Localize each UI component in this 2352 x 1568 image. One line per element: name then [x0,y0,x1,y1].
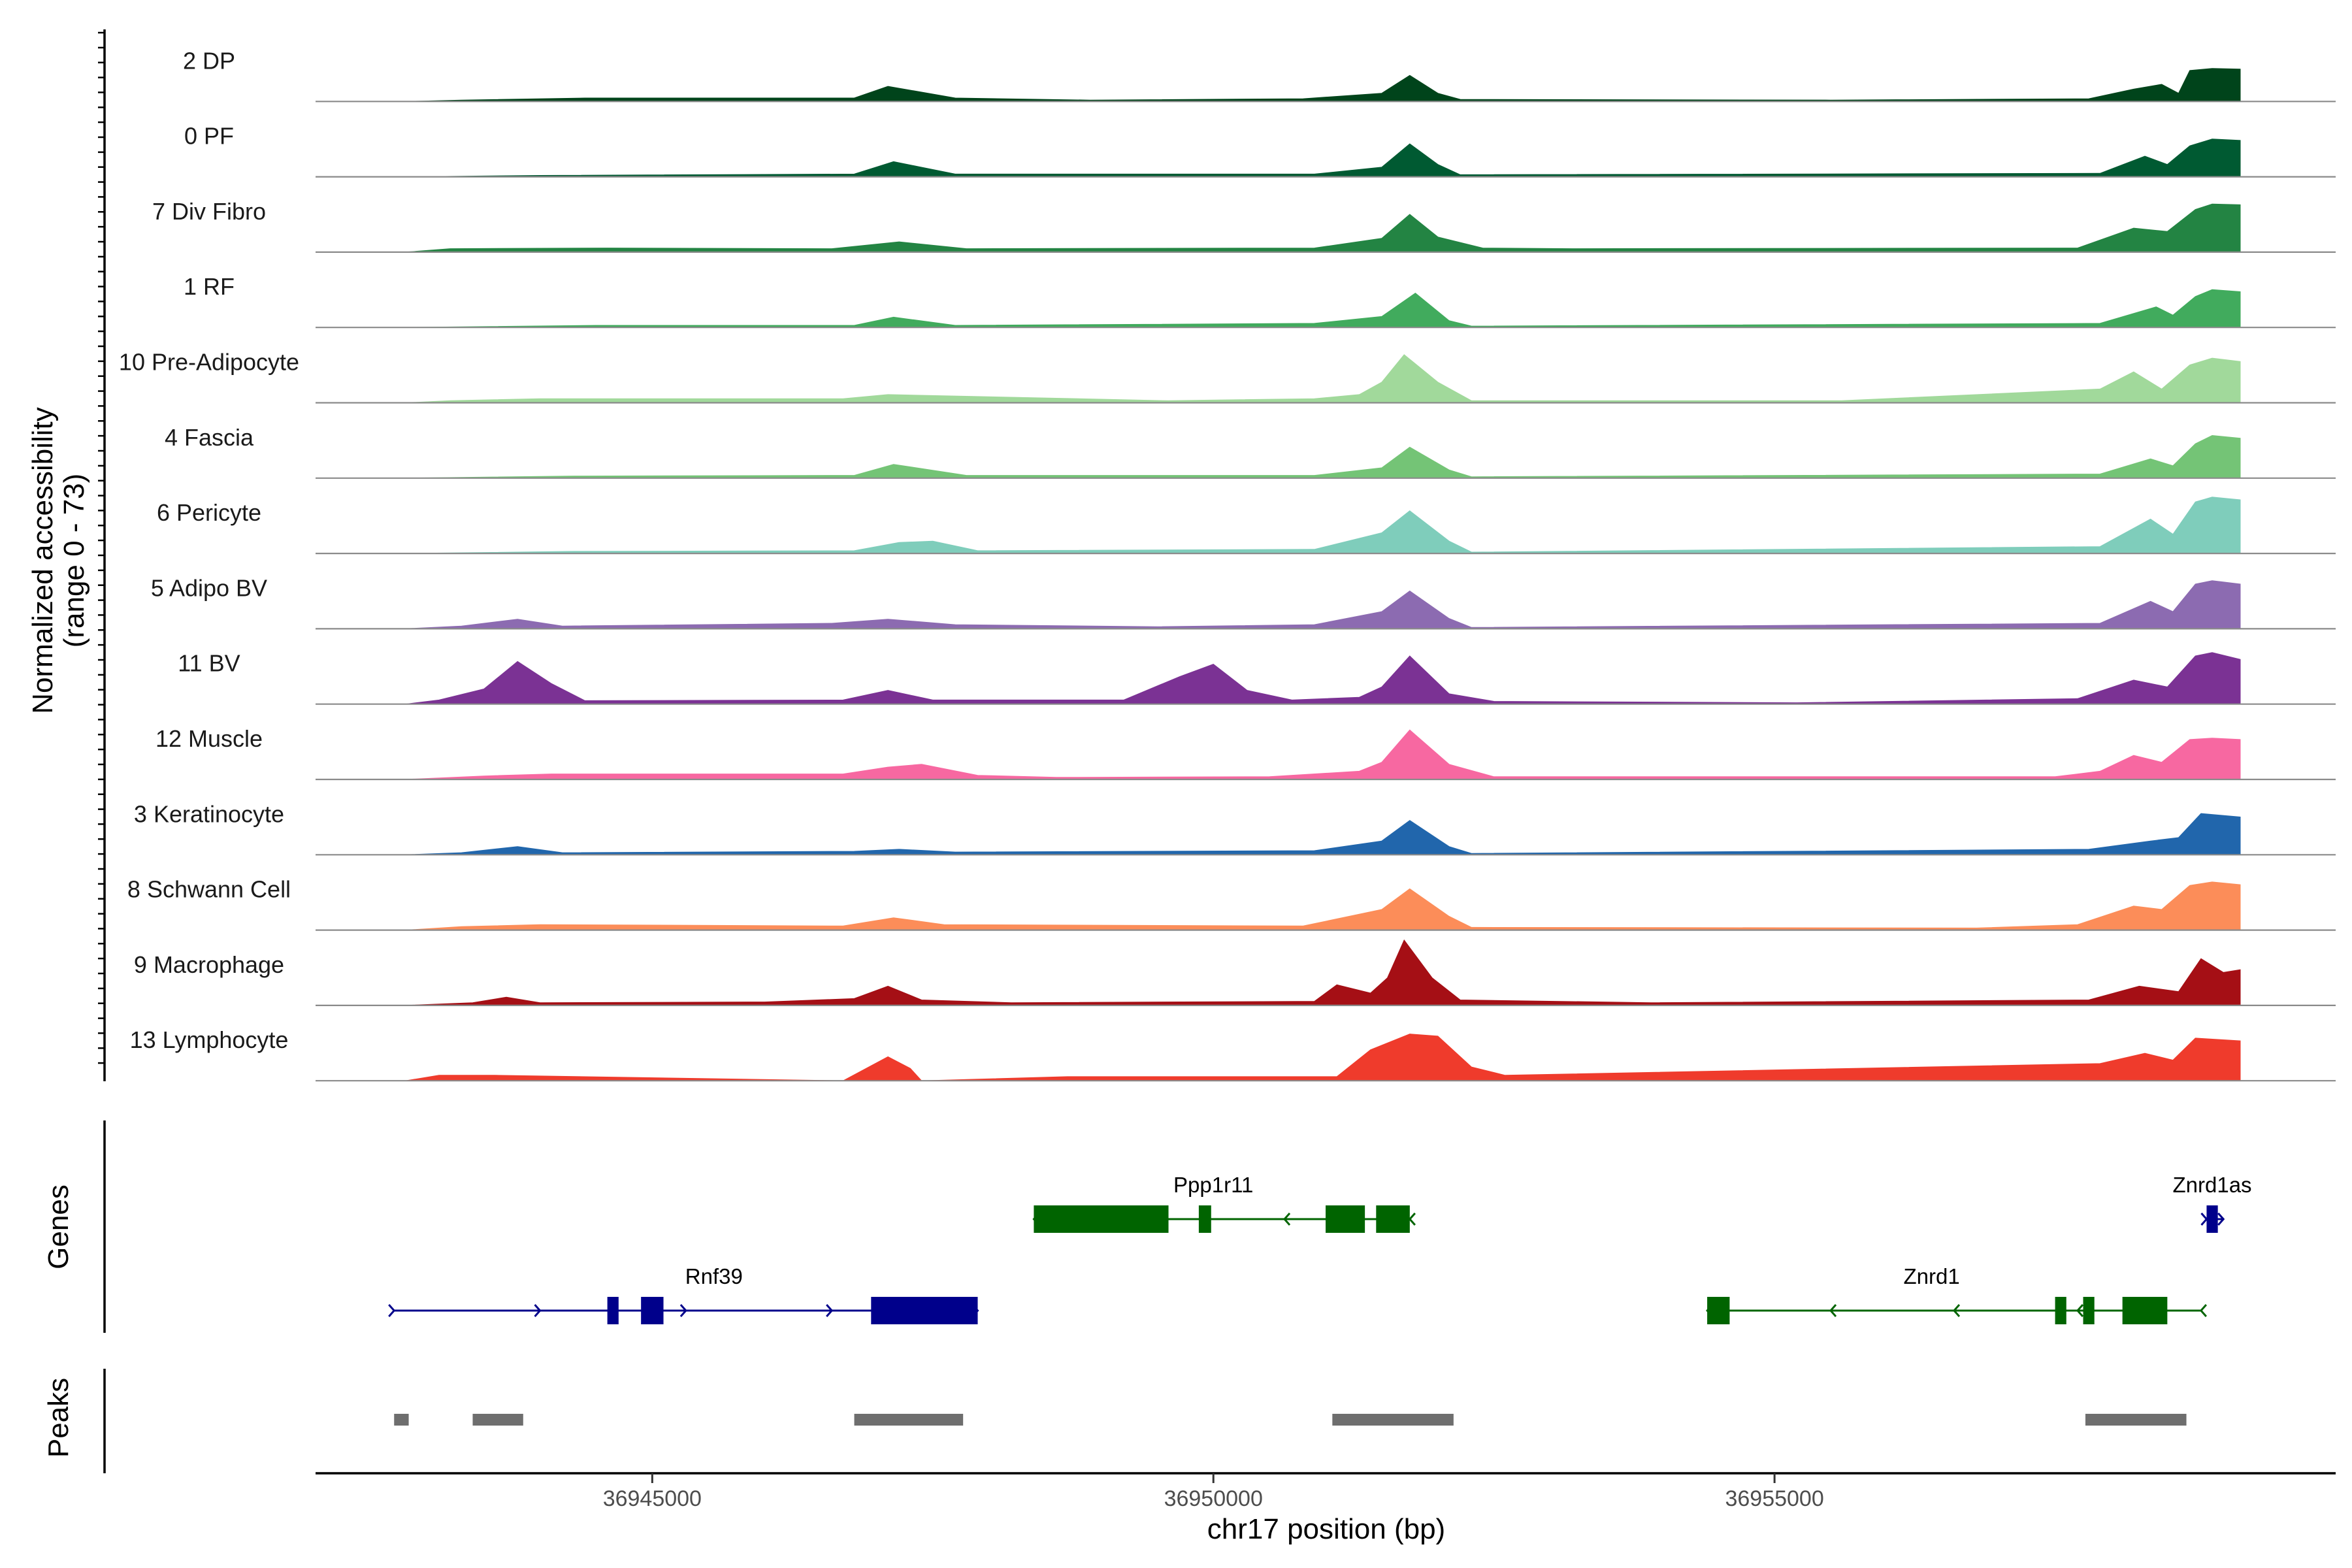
gene-exon [1376,1205,1410,1233]
coverage-area [405,139,2241,178]
strand-arrow [2217,1213,2225,1226]
track-5: 10 Pre-Adipocyte [119,349,2336,404]
track-13: 9 Macrophage [134,939,2336,1007]
strand-arrow [2200,1213,2208,1226]
coverage-area [405,729,2241,780]
track-label: 10 Pre-Adipocyte [119,349,299,376]
coverage-tracks: 2 DP 0 PF 7 Div Fibro 1 RF 10 Pre-Adipocyte 4… [119,47,2336,1082]
track-3: 7 Div Fibro [152,198,2336,253]
track-label: 12 Muscle [155,725,263,752]
track-10: 12 Muscle [155,725,2336,781]
track-label: 11 BV [178,650,240,677]
y-axis-label-line1: Normalized accessibility [27,407,59,713]
gene-znrd1as: Znrd1as [2173,1173,2252,1233]
track-2: 0 PF [184,123,2336,178]
track-label: 2 DP [183,47,235,74]
peak-bar [2085,1414,2187,1426]
track-label: 7 Div Fibro [152,198,266,225]
coverage-area [405,203,2241,253]
coverage-area [405,497,2241,554]
track-label: 8 Schwann Cell [127,876,291,903]
gene-label: Rnf39 [685,1264,743,1288]
axes: 36945000 36950000 36955000 [98,29,2336,1511]
gene-exon [2122,1297,2168,1324]
x-axis-label: chr17 position (bp) [1207,1513,1445,1545]
track-12: 8 Schwann Cell [127,876,2336,931]
gene-rnf39: Rnf39 [388,1264,979,1324]
strand-arrow [679,1304,687,1317]
peak-bar [1332,1414,1454,1426]
coverage-area [405,813,2241,855]
strand-arrow [2199,1304,2207,1317]
strand-arrow [2076,1304,2084,1317]
track-label: 9 Macrophage [134,951,284,978]
track-9: 11 BV [178,650,2336,705]
track-label: 5 Adipo BV [151,574,267,601]
track-label: 4 Fascia [165,424,254,451]
gene-label: Znrd1 [1903,1264,1959,1288]
gene-ppp1r11: Ppp1r11 [1032,1173,1416,1233]
strand-arrow [1829,1304,1837,1317]
track-11: 3 Keratinocyte [134,800,2336,856]
x-tick-label: 36945000 [603,1486,702,1511]
peak-bar [394,1414,409,1426]
gene-exon [1198,1205,1211,1233]
gene-label: Ppp1r11 [1173,1173,1253,1197]
track-6: 4 Fascia [165,424,2336,479]
track-label: 1 RF [184,273,235,300]
coverage-area [405,1034,2241,1081]
gene-exon [641,1297,664,1324]
x-tick-label: 36950000 [1164,1486,1263,1511]
track-label: 6 Pericyte [157,499,261,526]
gene-label: Znrd1as [2173,1173,2252,1197]
coverage-area [405,434,2241,479]
gene-exon [607,1297,619,1324]
track-4: 1 RF [184,273,2336,329]
coverage-area [405,939,2241,1006]
peaks-panel-label: Peaks [42,1378,74,1458]
genes-panel-label: Genes [42,1184,74,1269]
coverage-area [405,580,2241,629]
coverage-area [405,68,2241,102]
x-tick-label: 36955000 [1725,1486,1823,1511]
peak-bar [854,1414,964,1426]
gene-exon [2206,1205,2218,1233]
gene-znrd1: Znrd1 [1706,1264,2207,1324]
gene-exon [1034,1205,1169,1233]
track-1: 2 DP [183,47,2336,103]
strand-arrow [388,1304,396,1317]
coverage-area [405,354,2241,403]
track-8: 5 Adipo BV [151,574,2336,630]
gene-exon [1326,1205,1365,1233]
gene-exon [2083,1297,2095,1324]
coverage-area [405,652,2241,705]
coverage-area [405,289,2241,328]
gene-annotation-panel: Ppp1r11 Znrd1as Rnf39 Znrd1 [388,1173,2252,1324]
coverage-area [405,881,2241,931]
track-14: 13 Lymphocyte [130,1026,2336,1082]
strand-arrow [1952,1304,1961,1317]
track-7: 6 Pericyte [157,497,2336,555]
strand-arrow [534,1304,542,1317]
track-label: 3 Keratinocyte [134,800,284,827]
y-axis-label-line2: (range 0 - 73) [58,474,90,648]
track-label: 0 PF [184,123,234,150]
strand-arrow [1283,1213,1291,1226]
gene-exon [2055,1297,2066,1324]
gene-exon [871,1297,978,1324]
gene-exon [1707,1297,1730,1324]
track-label: 13 Lymphocyte [130,1026,289,1053]
peaks-panel [394,1414,2187,1426]
strand-arrow [1408,1213,1416,1226]
strand-arrow [826,1304,834,1317]
peak-bar [472,1414,523,1426]
